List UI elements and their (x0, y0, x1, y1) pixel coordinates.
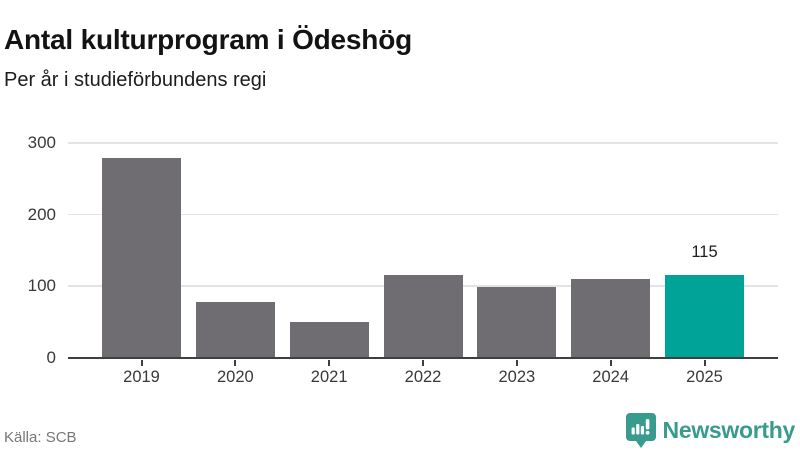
y-tick-label-100: 100 (27, 276, 56, 295)
x-tick-mark-2024 (609, 359, 612, 366)
newsworthy-logo-icon (625, 413, 656, 448)
x-tick-label-2022: 2022 (404, 368, 442, 386)
x-tick-mark-2019 (140, 359, 143, 366)
page-title: Antal kulturprogram i Ödeshög (4, 23, 413, 55)
value-label-2025: 115 (691, 243, 718, 262)
gridline-200 (68, 213, 778, 216)
bar-2022 (383, 275, 463, 358)
x-tick-label-2019: 2019 (123, 368, 160, 386)
x-tick-label-2023: 2023 (498, 368, 536, 386)
x-tick-label-2024: 2024 (592, 368, 630, 386)
gridline-300 (68, 142, 778, 144)
newsworthy-logo-text: Newsworthy (662, 417, 796, 443)
x-tick-label-2025: 2025 (686, 368, 723, 386)
bar-2025 (665, 275, 744, 358)
newsworthy-logo: Newsworthy (625, 413, 796, 448)
bar-2024 (571, 278, 651, 358)
x-tick-mark-2022 (422, 359, 424, 366)
x-tick-mark-2020 (234, 359, 237, 366)
y-tick-label-300: 300 (27, 133, 56, 152)
bar-2020 (195, 301, 275, 358)
bar-2019 (102, 158, 181, 358)
source-note: Källa: SCB (4, 429, 77, 446)
y-tick-label-200: 200 (27, 204, 56, 224)
bar-2021 (289, 321, 369, 358)
x-tick-mark-2023 (515, 359, 518, 366)
x-tick-mark-2025 (703, 359, 706, 366)
x-axis-line (68, 356, 778, 359)
bar-2023 (477, 287, 557, 358)
y-tick-label-0: 0 (46, 347, 56, 367)
x-tick-mark-2021 (328, 359, 331, 366)
chart-subtitle: Per år i studieförbundens regi (4, 69, 267, 91)
x-tick-label-2021: 2021 (310, 368, 348, 386)
x-tick-label-2020: 2020 (216, 368, 254, 386)
